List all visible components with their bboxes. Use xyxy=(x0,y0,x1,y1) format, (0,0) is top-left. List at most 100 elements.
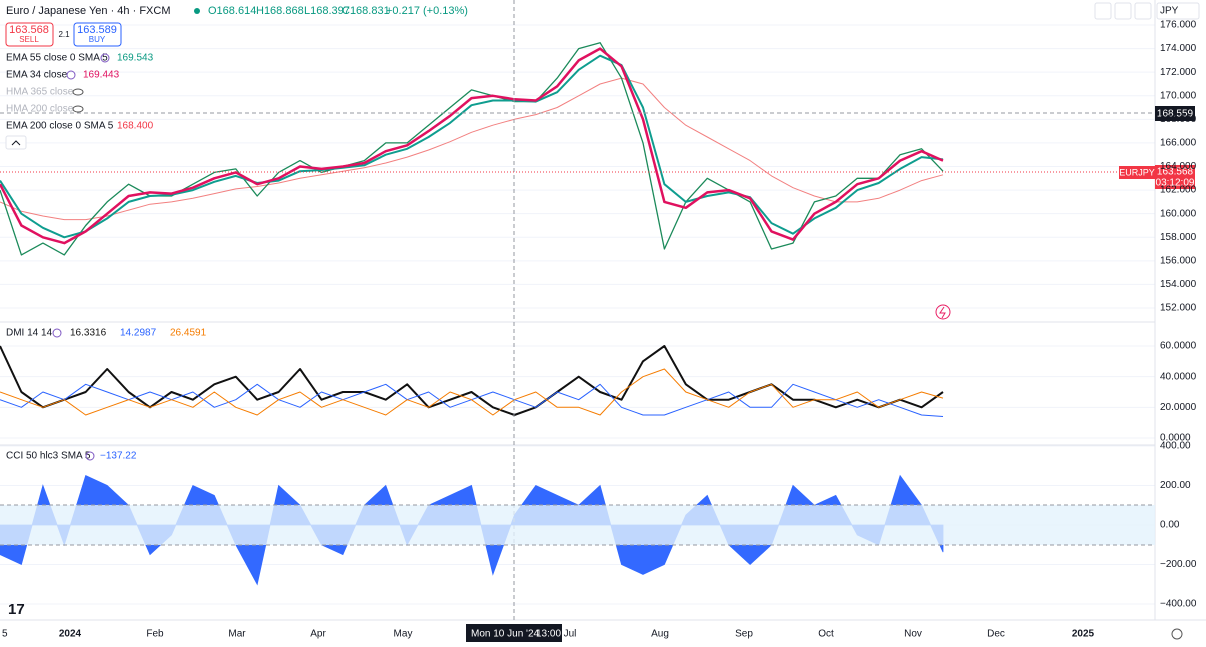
indicator-label: EMA 34 close xyxy=(6,70,68,81)
currency-select[interactable] xyxy=(1156,2,1200,20)
change: +0.217 (+0.13%) xyxy=(386,5,468,17)
dmi-label: DMI 14 14 xyxy=(6,328,53,339)
alert-icon[interactable] xyxy=(935,304,951,320)
market-status xyxy=(194,8,200,14)
dmi-value: 16.3316 xyxy=(70,328,107,339)
indicator-label: HMA 200 close xyxy=(6,104,74,115)
price-tick-label: −200.00 xyxy=(1160,559,1197,570)
crosshair-time-box xyxy=(466,624,562,642)
countdown: 03:12:09 xyxy=(1156,178,1195,189)
indicator-label: EMA 200 close 0 SMA 5 xyxy=(6,121,114,132)
price-tick-label: 172.000 xyxy=(1160,67,1197,78)
indicator-icon[interactable] xyxy=(85,451,95,461)
crosshair-price: 168.559 xyxy=(1157,109,1194,120)
series-line xyxy=(0,368,944,416)
time-label: Dec xyxy=(987,629,1005,640)
price-tick-label: −400.00 xyxy=(1160,599,1197,610)
collapse-button[interactable] xyxy=(5,135,27,150)
time-label: Sep xyxy=(735,629,753,640)
time-label: 5 xyxy=(2,629,8,640)
time-label: Oct xyxy=(818,629,834,640)
hidden-icon[interactable] xyxy=(72,105,84,113)
price-tick-label: 160.000 xyxy=(1160,208,1197,219)
time-label: 2025 xyxy=(1072,629,1095,640)
grid xyxy=(0,24,1155,605)
hidden-icon[interactable] xyxy=(72,88,84,96)
price-tick-label: 158.000 xyxy=(1160,232,1197,243)
price-tick-label: 154.000 xyxy=(1160,279,1197,290)
indicator-value: 168.400 xyxy=(117,121,154,132)
crosshair-date: Mon 10 Jun '24 xyxy=(471,629,540,640)
price-tick-label: 162.000 xyxy=(1160,185,1197,196)
time-label: Feb xyxy=(146,629,164,640)
time-label: 2024 xyxy=(59,629,82,640)
time-label: Jul xyxy=(564,629,577,640)
currency: JPY xyxy=(1160,6,1179,17)
price-tick-label: 164.000 xyxy=(1160,161,1197,172)
maximize-button[interactable] xyxy=(1134,2,1152,20)
series-line xyxy=(0,345,944,416)
sell-label: SELL xyxy=(19,35,39,44)
last-price-box xyxy=(1155,165,1195,189)
price-tick-label: 168.000 xyxy=(1160,114,1197,125)
symbol: Euro / Japanese Yen · 4h · FXCM xyxy=(6,5,170,17)
buy-price: 163.589 xyxy=(77,24,117,36)
price-tick-label: 174.000 xyxy=(1160,43,1197,54)
series-line xyxy=(0,42,944,256)
indicator-label: EMA 55 close 0 SMA 5 xyxy=(6,53,108,64)
series-line xyxy=(0,77,944,221)
indicator-icon[interactable] xyxy=(66,70,76,80)
price-tick-label: 20.0000 xyxy=(1160,402,1197,413)
price-tick-label: 166.000 xyxy=(1160,138,1197,149)
indicator-value: 169.543 xyxy=(117,53,154,64)
plot xyxy=(0,42,944,586)
time-label: Aug xyxy=(651,629,669,640)
indicator-icon[interactable] xyxy=(52,328,62,338)
sell-price: 163.568 xyxy=(9,24,49,36)
series-line xyxy=(0,47,944,245)
price-tick-label: 40.0000 xyxy=(1160,371,1197,382)
settings-icon[interactable] xyxy=(1171,628,1183,640)
indicator-value: 169.443 xyxy=(83,70,120,81)
price-tick-label: 60.0000 xyxy=(1160,341,1197,352)
price-tick-label: 400.00 xyxy=(1160,441,1191,452)
price-tick-label: 170.000 xyxy=(1160,90,1197,101)
cci-value: −137.22 xyxy=(100,451,137,462)
ohlc-high: H168.868 xyxy=(256,5,304,17)
time-label: Mar xyxy=(228,629,246,640)
cci-label: CCI 50 hlc3 SMA 5 xyxy=(6,451,91,462)
indicator-icon[interactable] xyxy=(100,53,110,63)
time-label: Apr xyxy=(310,629,326,640)
price-tick-label: 152.000 xyxy=(1160,303,1197,314)
crosshair-time: 13:00 xyxy=(536,629,561,640)
buy-label: BUY xyxy=(89,35,106,44)
price-tick-label: 0.0000 xyxy=(1160,433,1191,444)
cci-band xyxy=(0,505,1155,545)
series-line xyxy=(0,54,944,239)
zoom-button[interactable] xyxy=(1114,2,1132,20)
ohlc-close: C168.831 xyxy=(342,5,390,17)
logo: 17 xyxy=(8,601,25,618)
dmi-value: 14.2987 xyxy=(120,328,157,339)
price-tick-label: 156.000 xyxy=(1160,255,1197,266)
time-label: Nov xyxy=(904,629,922,640)
chevron xyxy=(11,140,21,146)
ohlc-open: O168.614 xyxy=(208,5,256,17)
price-tick-label: 200.00 xyxy=(1160,480,1191,491)
symbol-tag: EURJPY xyxy=(1119,167,1155,177)
price-tick-label: 176.000 xyxy=(1160,20,1197,31)
time-label: May xyxy=(394,629,413,640)
buy-button[interactable] xyxy=(73,22,122,47)
last-price: 163.568 xyxy=(1157,167,1194,178)
spread: 2.1 xyxy=(58,30,70,39)
ohlc-low: L168.397 xyxy=(304,5,350,17)
sell-button[interactable] xyxy=(5,22,54,47)
crosshair-price-box xyxy=(1155,106,1195,121)
dmi-value: 26.4591 xyxy=(170,328,207,339)
scroll-button[interactable] xyxy=(1094,2,1112,20)
price-tick-label: 0.00 xyxy=(1160,520,1180,531)
symbol-tag-box xyxy=(1119,166,1155,179)
indicator-label: HMA 365 close xyxy=(6,87,74,98)
bolt xyxy=(939,306,946,319)
